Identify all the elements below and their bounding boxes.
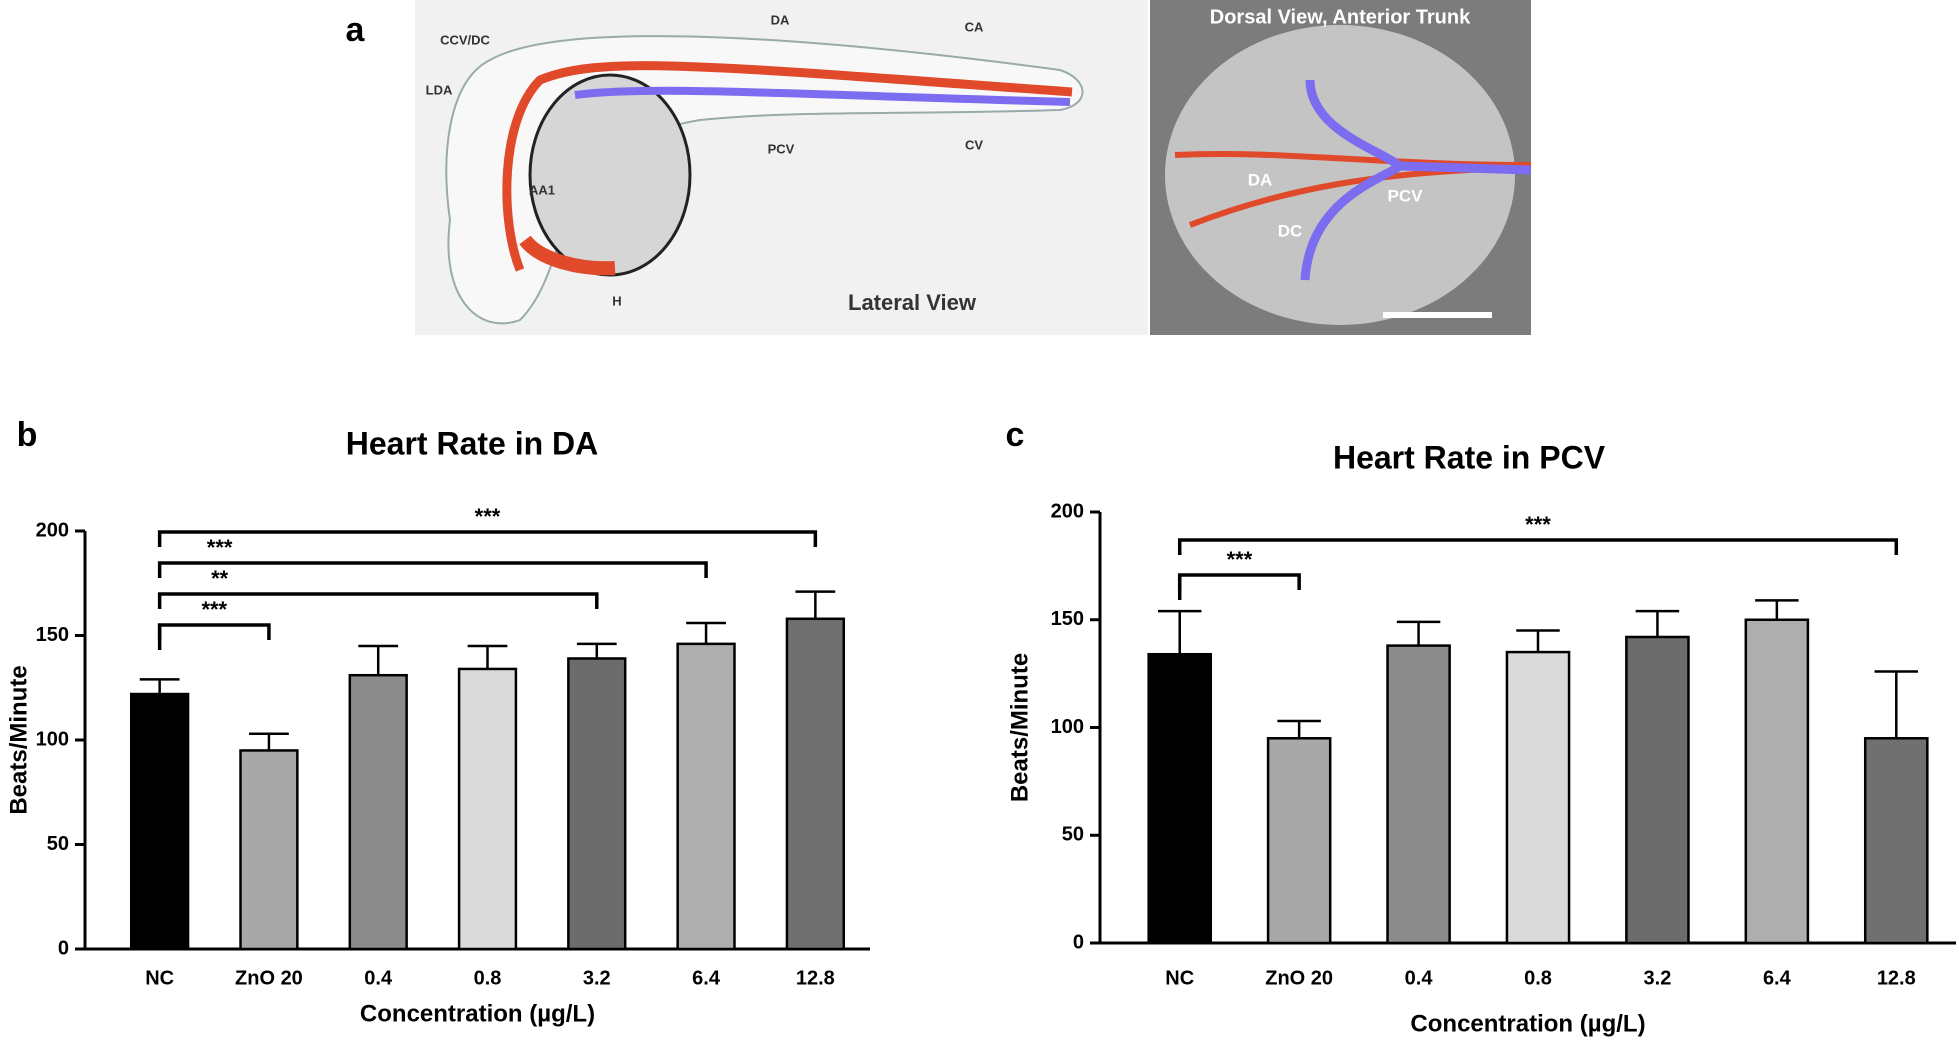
vessel-label: PCV: [1388, 186, 1424, 205]
vessel-label: DA: [771, 12, 790, 27]
x-tick-label: 0.4: [1405, 967, 1434, 989]
x-tick-label: NC: [1165, 967, 1194, 989]
y-tick-label: 100: [36, 728, 69, 750]
significance-bracket: [157, 530, 818, 547]
significance-label: **: [211, 566, 229, 591]
yolk: [528, 73, 692, 277]
bar: [1625, 635, 1690, 945]
vessel-label: DA: [1248, 170, 1273, 189]
x-tick-label: 6.4: [1763, 967, 1792, 989]
y-tick-label: 150: [36, 624, 69, 646]
bar: [1386, 644, 1451, 945]
bar: [1266, 737, 1332, 945]
x-tick-label: 0.8: [1524, 967, 1552, 989]
bar: [457, 667, 518, 951]
x-tick-label: 0.8: [474, 967, 502, 989]
view-caption: Dorsal View, Anterior Trunk: [1210, 6, 1471, 28]
significance-label: ***: [1525, 512, 1551, 537]
x-tick-label: 0.4: [364, 967, 393, 989]
vessel-label: CCV/DC: [440, 32, 490, 47]
significance-label: ***: [207, 535, 233, 560]
x-axis-label: Concentration (µg/L): [360, 1000, 595, 1027]
bar: [1505, 650, 1571, 945]
significance-bracket: [157, 592, 599, 609]
vessel-label: DC: [1278, 221, 1303, 240]
vessel-label: LDA: [426, 82, 453, 97]
x-tick-label: 6.4: [692, 967, 721, 989]
x-tick-label: ZnO 20: [235, 967, 303, 989]
dorsal-vein: [1300, 79, 1532, 281]
x-tick-label: NC: [145, 967, 174, 989]
significance-bracket: [1177, 573, 1301, 590]
artery: [502, 61, 1073, 272]
bar: [1744, 618, 1810, 945]
y-tick-label: 200: [1051, 500, 1084, 522]
significance-bracket: [1177, 538, 1899, 555]
x-tick-label: 12.8: [1877, 967, 1916, 989]
y-tick-label: 50: [1062, 824, 1084, 846]
y-axis-label: Beats/Minute: [1006, 653, 1033, 802]
x-axis-label: Concentration (µg/L): [1410, 1010, 1645, 1037]
bar: [785, 617, 846, 951]
y-tick-label: 150: [1051, 608, 1084, 630]
x-tick-label: 3.2: [583, 967, 611, 989]
significance-label: ***: [1227, 547, 1253, 572]
vessel-label: AA1: [529, 182, 555, 197]
significance-bracket: [157, 623, 271, 640]
view-caption: Lateral View: [848, 290, 977, 315]
panel-label: a: [346, 11, 366, 49]
y-tick-label: 0: [1073, 931, 1084, 953]
y-tick-label: 0: [58, 937, 69, 959]
significance-label: ***: [201, 597, 227, 622]
bar: [1863, 737, 1929, 945]
vein: [574, 86, 1071, 106]
bar: [567, 657, 627, 951]
panel-label: c: [1006, 416, 1025, 454]
y-axis-label: Beats/Minute: [5, 665, 32, 814]
bar: [348, 673, 408, 951]
x-tick-label: ZnO 20: [1265, 967, 1333, 989]
chart-title: Heart Rate in PCV: [1333, 439, 1606, 475]
vessel-label: H: [612, 293, 621, 308]
bar: [676, 642, 736, 951]
y-tick-label: 200: [36, 519, 69, 541]
dorsal-body: [1165, 25, 1515, 325]
bar: [1147, 652, 1213, 945]
significance-bracket: [157, 561, 708, 578]
vessel-label: PCV: [768, 141, 795, 156]
y-tick-label: 50: [47, 833, 69, 855]
vessel-label: CA: [965, 19, 984, 34]
y-tick-label: 100: [1051, 716, 1084, 738]
significance-label: ***: [475, 504, 501, 529]
x-tick-label: 3.2: [1644, 967, 1672, 989]
x-tick-label: 12.8: [796, 967, 835, 989]
bar: [129, 692, 190, 951]
vessel-label: CV: [965, 137, 983, 152]
chart-title: Heart Rate in DA: [346, 425, 599, 461]
panel-label: b: [17, 416, 38, 454]
heart: [519, 235, 616, 276]
bar: [239, 749, 299, 951]
